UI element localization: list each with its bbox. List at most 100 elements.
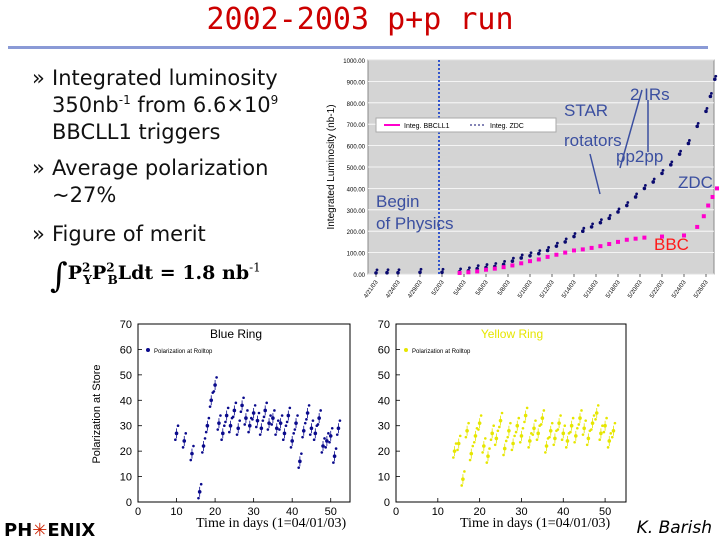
y-axis-label: Polarization at Store (91, 364, 103, 463)
data-point (498, 418, 503, 423)
yellow-ring-chart: Yellow Ring Polarization at Rolltop 0 10 2… (378, 319, 627, 518)
zdc-point (705, 106, 709, 110)
data-point (239, 410, 243, 414)
data-point (594, 418, 597, 421)
plot-area (395, 323, 627, 503)
luminosity-chart: Integrated Luminosity (nb-1) 0.00 100.00 2… (326, 59, 719, 300)
data-point (251, 411, 256, 415)
data-point (278, 421, 283, 425)
y-tick-label: 600.00 (347, 145, 366, 151)
zdc-point (616, 210, 620, 214)
legend-box (375, 117, 557, 133)
data-point (317, 416, 321, 420)
data-point (468, 458, 472, 462)
data-point (204, 430, 208, 434)
data-point (603, 423, 607, 428)
data-point (209, 398, 214, 403)
zdc-point (677, 152, 682, 156)
data-point (569, 423, 574, 428)
y-tick-label: 1000.00 (343, 59, 365, 65)
data-point (523, 420, 526, 424)
data-point (301, 435, 304, 439)
y-tick-labels: 0 10 20 30 40 50 60 70 (120, 319, 142, 509)
data-point (584, 419, 587, 422)
data-point (219, 414, 222, 417)
zdc-point (688, 139, 691, 142)
bbc-point (695, 224, 700, 229)
zdc-point (708, 94, 713, 99)
data-point (321, 444, 325, 448)
zdc-point (564, 237, 568, 241)
data-point (270, 423, 274, 426)
x-tick-label: 30 (248, 506, 260, 518)
data-point (542, 409, 546, 412)
bbc-point (580, 247, 585, 252)
bbc-point (484, 267, 488, 272)
legend: Polarization at Rolltop (404, 348, 471, 355)
zdc-point (519, 256, 523, 260)
data-point (276, 419, 280, 422)
data-point (324, 446, 327, 449)
data-point (489, 438, 493, 441)
data-point (261, 419, 265, 422)
x-tick-label: 0 (135, 506, 141, 518)
data-point (511, 441, 515, 446)
data-point (552, 443, 556, 447)
data-point (336, 426, 341, 431)
data-point (234, 401, 238, 405)
data-point (606, 446, 610, 449)
data-point (484, 437, 487, 440)
x-tick-label: 5/20/03 (627, 279, 644, 299)
bullet-marker: » (32, 222, 45, 246)
data-point (281, 438, 285, 441)
annotation: rotators (564, 131, 622, 150)
data-point (500, 411, 504, 415)
data-point (469, 451, 474, 456)
data-point (212, 390, 216, 393)
y-tick-label: 200.00 (347, 230, 366, 236)
data-point (312, 438, 316, 441)
zdc-point (419, 267, 423, 271)
data-point (456, 448, 459, 452)
x-tick-label: 4/21/03 (363, 279, 380, 299)
data-point (228, 423, 233, 428)
zdc-point (440, 270, 444, 275)
author-credit: K. Barish (636, 518, 712, 538)
y-tick-label: 0.00 (353, 273, 365, 279)
data-point (472, 440, 476, 444)
x-tick-label: 5/26/03 (693, 279, 710, 299)
data-point (319, 409, 322, 412)
annotation: Begin (376, 192, 419, 211)
bbc-point (607, 242, 612, 247)
data-point (328, 434, 333, 438)
data-point (532, 426, 536, 431)
bullet-text: BBCLL1 triggers (52, 120, 221, 144)
data-point (605, 416, 608, 420)
data-point (228, 430, 231, 434)
bbc-point (624, 237, 629, 242)
data-point (197, 490, 202, 494)
data-point (294, 421, 298, 425)
data-point (238, 419, 242, 422)
data-point (323, 437, 326, 440)
x-tick-label: 4/29/03 (407, 279, 424, 299)
x-tick-label: 5/22/03 (649, 279, 666, 299)
data-point (235, 433, 239, 436)
data-point (216, 428, 220, 431)
data-point (201, 451, 204, 454)
data-point (224, 413, 229, 418)
data-point (590, 421, 595, 425)
y-tick-label: 70 (378, 319, 390, 331)
data-point (452, 456, 455, 459)
zdc-point (512, 256, 515, 260)
chart-title: Blue Ring (210, 327, 262, 341)
zdc-point (476, 264, 480, 268)
data-point (481, 451, 484, 454)
y-tick-label: 400.00 (347, 187, 366, 193)
figure-of-merit-formula: ∫P2YP2BLdt = 1.8 nb-1 (50, 256, 261, 296)
zdc-point (529, 251, 533, 255)
x-tick-label: 20 (474, 506, 486, 518)
data-point (307, 404, 311, 407)
data-point (577, 423, 581, 426)
data-point (308, 433, 312, 436)
